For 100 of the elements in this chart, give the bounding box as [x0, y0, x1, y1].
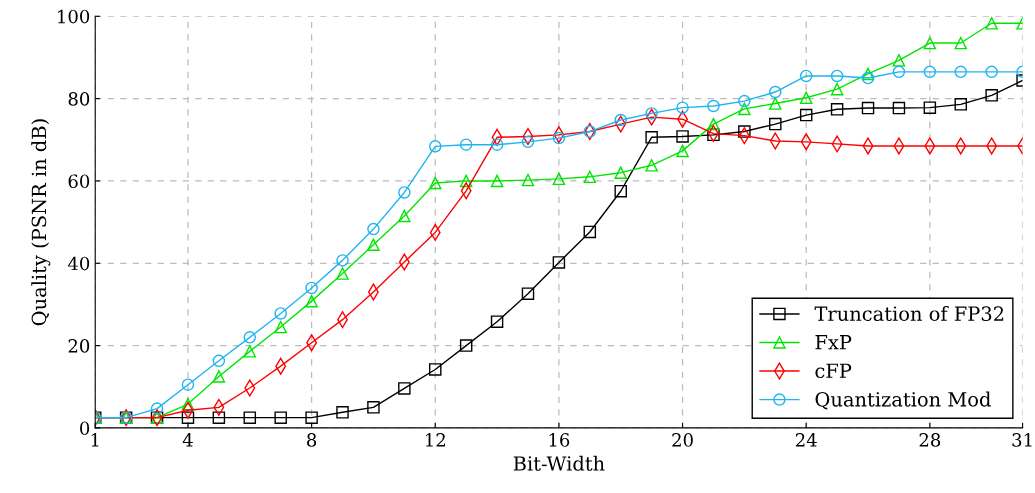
- point: [336, 254, 349, 267]
- y-tick-label: 60: [68, 174, 90, 189]
- point: [892, 101, 906, 115]
- y-axis-title: Quality (PSNR in dB): [31, 119, 51, 326]
- x-tick-label: 20: [672, 433, 693, 447]
- point: [923, 101, 937, 114]
- point: [181, 378, 195, 391]
- point: [552, 172, 566, 186]
- point: [521, 173, 535, 187]
- legend-label: Truncation of FP32: [814, 305, 1004, 322]
- point: [707, 117, 720, 131]
- point: [212, 411, 226, 424]
- x-tick-label: 16: [549, 433, 570, 447]
- y-tick-label: 80: [68, 92, 90, 106]
- point: [398, 382, 411, 395]
- point: [243, 345, 257, 358]
- legend-label: FxP: [815, 335, 852, 350]
- point: [985, 65, 998, 79]
- point: [645, 107, 658, 120]
- point: [861, 71, 875, 85]
- point: [305, 294, 318, 308]
- point: [738, 94, 751, 108]
- point: [150, 402, 164, 415]
- point: [954, 65, 968, 79]
- point: [521, 135, 535, 149]
- point: [799, 108, 813, 122]
- point: [892, 65, 906, 79]
- point: [985, 89, 998, 102]
- point: [212, 354, 226, 368]
- x-tick-label: 8: [307, 433, 317, 447]
- point: [738, 102, 751, 116]
- x-tick-label: 12: [425, 433, 445, 447]
- point: [676, 101, 689, 114]
- point: [243, 411, 257, 424]
- point: [181, 397, 195, 411]
- x-tick-label: 1: [91, 433, 99, 447]
- point: [985, 17, 998, 30]
- legend-label: Quantization Mod: [815, 391, 991, 410]
- point: [830, 69, 844, 83]
- x-tick-label: 4: [182, 433, 193, 447]
- point: [769, 97, 782, 110]
- point: [429, 140, 442, 153]
- point: [212, 370, 226, 383]
- point: [490, 174, 504, 188]
- point: [429, 176, 442, 190]
- point: [336, 267, 349, 280]
- point: [181, 411, 195, 424]
- point: [614, 184, 627, 198]
- point: [274, 411, 287, 424]
- point: [676, 144, 689, 158]
- y-tick-label: 20: [68, 339, 90, 353]
- point: [583, 170, 597, 184]
- point: [336, 406, 349, 419]
- x-tick-label: 24: [795, 433, 817, 447]
- point: [645, 131, 658, 144]
- point: [459, 138, 473, 151]
- point: [923, 36, 937, 50]
- point: [305, 281, 318, 295]
- point: [521, 287, 535, 300]
- point: [954, 36, 968, 50]
- point: [552, 256, 566, 269]
- point: [645, 159, 658, 172]
- point: [274, 307, 287, 320]
- x-tick-label: 31: [1012, 433, 1032, 447]
- x-axis-title: Bit-Width: [513, 455, 605, 471]
- point: [614, 166, 627, 179]
- point: [459, 339, 473, 352]
- point: [738, 125, 751, 138]
- point: [552, 131, 566, 145]
- point: [367, 401, 380, 414]
- y-tick-label: 0: [80, 421, 90, 436]
- point: [614, 113, 627, 127]
- x-tick-label: 28: [919, 433, 941, 447]
- point: [490, 315, 504, 328]
- point: [398, 186, 411, 199]
- legend-label: cFP: [815, 363, 852, 379]
- point: [861, 67, 875, 81]
- point: [892, 54, 906, 67]
- point: [367, 222, 380, 236]
- point: [923, 65, 937, 79]
- point: [459, 174, 473, 188]
- point: [830, 82, 844, 96]
- point: [490, 138, 504, 151]
- point: [583, 225, 597, 239]
- y-tick-label: 40: [67, 256, 90, 271]
- point: [676, 130, 689, 143]
- point: [367, 238, 380, 251]
- point: [305, 411, 318, 424]
- point: [954, 98, 968, 111]
- point: [769, 85, 782, 99]
- point: [830, 103, 844, 116]
- point: [799, 91, 813, 105]
- point: [398, 209, 411, 223]
- point: [243, 331, 257, 344]
- point: [274, 320, 287, 334]
- y-tick-label: 100: [58, 9, 90, 24]
- point: [799, 69, 813, 83]
- point: [861, 101, 875, 115]
- point: [769, 117, 782, 131]
- point: [707, 99, 720, 113]
